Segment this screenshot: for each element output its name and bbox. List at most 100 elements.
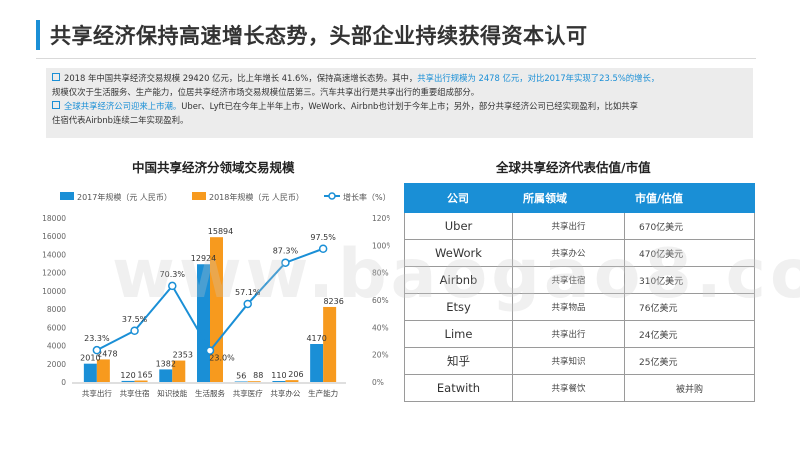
table-row: WeWork 共享办公 470亿美元 xyxy=(404,239,755,267)
company-cell: Lime xyxy=(404,320,513,348)
bar-2018 xyxy=(134,380,148,382)
y-right-tick-label: 60% xyxy=(372,296,389,305)
bar-2017-value-label: 120 xyxy=(120,371,135,380)
y-right-tick-label: 80% xyxy=(372,269,389,278)
company-cell: Airbnb xyxy=(404,266,513,294)
right-table-title: 全球共享经济代表估值/市值 xyxy=(496,160,651,175)
summary-line1-pre: 2018 年中国共享经济交易规模 29420 亿元，比上年增长 41.6%，保持… xyxy=(64,73,418,83)
bar-2018-value-label: 2353 xyxy=(173,351,193,360)
bar-2017 xyxy=(197,264,210,382)
bar-2017 xyxy=(234,381,248,382)
bar-2018-value-label: 88 xyxy=(253,371,263,380)
y-left-tick-label: 10000 xyxy=(42,287,66,296)
y-left-tick-label: 16000 xyxy=(42,232,66,241)
y-left-tick-label: 14000 xyxy=(42,250,66,259)
bar-2017 xyxy=(310,344,324,382)
y-right-tick-label: 20% xyxy=(372,351,389,360)
field-cell: 共享办公 xyxy=(512,239,625,267)
value-cell: 25亿美元 xyxy=(624,347,755,375)
bar-2017-value-label: 4170 xyxy=(306,334,326,343)
summary-line3-highlight: 全球共享经济公司迎来上市潮。 xyxy=(64,101,182,111)
title-accent-bar xyxy=(36,20,40,50)
field-cell: 共享物品 xyxy=(512,293,625,321)
header-field: 所属领域 xyxy=(512,183,625,213)
bar-2018-value-label: 8236 xyxy=(323,297,343,306)
bar-2018-value-label: 165 xyxy=(137,370,152,379)
field-cell: 共享知识 xyxy=(512,347,625,375)
bar-2017 xyxy=(272,380,286,382)
summary-line4: 住宿代表Airbnb连续二年实现盈利。 xyxy=(52,115,189,125)
growth-rate-point xyxy=(205,346,215,355)
valuation-table: 公司 所属领域 市值/估值 Uber 共享出行 670亿美元 WeWork 共享… xyxy=(404,183,755,402)
summary-paragraph-2: 全球共享经济公司迎来上市潮。Uber、Lyft已在今年上半年上市，WeWork、… xyxy=(52,99,747,127)
field-cell: 共享出行 xyxy=(512,320,625,348)
bullet-square-icon xyxy=(52,73,60,81)
value-cell: 310亿美元 xyxy=(624,266,755,294)
summary-paragraph-1: 2018 年中国共享经济交易规模 29420 亿元，比上年增长 41.6%，保持… xyxy=(52,71,747,99)
y-right-tick-label: 100% xyxy=(372,241,390,250)
x-category-label: 共享出行 xyxy=(82,388,112,398)
y-left-tick-label: 4000 xyxy=(47,342,66,351)
growth-rate-label: 97.5% xyxy=(310,233,336,242)
growth-rate-point xyxy=(243,299,252,309)
x-category-label: 共享住宿 xyxy=(120,388,150,398)
bar-2018-value-label: 2478 xyxy=(97,349,117,358)
title-divider xyxy=(36,58,756,59)
x-category-label: 生产能力 xyxy=(308,388,338,398)
growth-rate-label: 23.3% xyxy=(84,334,110,343)
bar-2018 xyxy=(247,381,261,382)
bar-2017-value-label: 56 xyxy=(236,371,246,380)
bar-2018 xyxy=(96,359,110,382)
y-left-tick-label: 12000 xyxy=(42,269,66,278)
table-row: Uber 共享出行 670亿美元 xyxy=(404,212,755,240)
sector-transaction-chart: 2017年规模（元 人民币） 2018年规模（元 人民币） 增长率（%） 0 2000 4… xyxy=(42,192,390,398)
y-left-tick-label: 0 xyxy=(61,378,66,387)
y-left-tick-label: 8000 xyxy=(47,305,66,314)
company-cell: Uber xyxy=(404,212,513,240)
y-left-tick-label: 2000 xyxy=(47,360,66,369)
legend-swatch-2018 xyxy=(192,192,206,200)
bar-2018-value-label: 206 xyxy=(288,370,303,379)
company-cell: 知乎 xyxy=(404,347,513,375)
x-category-label: 生活服务 xyxy=(195,388,225,398)
company-cell: WeWork xyxy=(404,239,513,267)
legend-label-2017: 2017年规模（元 人民币） xyxy=(77,192,172,202)
bar-2017-value-label: 2010 xyxy=(80,354,100,363)
y-right-tick-label: 0% xyxy=(372,378,384,387)
bar-2017 xyxy=(121,380,135,382)
growth-rate-point xyxy=(130,326,139,335)
legend-label-growth: 增长率（%） xyxy=(343,192,390,202)
summary-line3-rest: Uber、Lyft已在今年上半年上市，WeWork、Airbnb也计划于今年上市… xyxy=(181,101,638,111)
value-cell: 470亿美元 xyxy=(624,239,755,267)
valuation-table-header: 公司 所属领域 市值/估值 xyxy=(404,183,755,213)
growth-rate-label: 37.5% xyxy=(122,315,148,324)
bar-2017 xyxy=(83,363,97,382)
table-row: Airbnb 共享住宿 310亿美元 xyxy=(404,266,755,294)
growth-rate-point xyxy=(92,345,102,355)
growth-rate-point xyxy=(281,258,290,267)
summary-line2: 规模仅次于生活服务、生产能力，位居共享经济市场交易规模位居第三。汽车共享出行是共… xyxy=(52,87,480,97)
growth-rate-label: 57.1% xyxy=(235,288,261,297)
growth-rate-point xyxy=(168,281,177,291)
left-chart-title: 中国共享经济分领域交易规模 xyxy=(132,160,295,175)
legend-swatch-2017 xyxy=(60,192,74,200)
bullet-square-icon xyxy=(52,101,60,109)
summary-line1-highlight: 共享出行规模为 2478 亿元，对比2017年实现了23.5%的增长， xyxy=(417,73,660,83)
y-left-tick-label: 18000 xyxy=(42,214,66,223)
y-right-tick-label: 40% xyxy=(372,323,389,332)
growth-rate-label: 23.0% xyxy=(209,354,235,363)
bar-2017-value-label: 110 xyxy=(271,371,286,380)
y-right-tick-label: 120% xyxy=(372,214,390,223)
bar-2018 xyxy=(285,380,299,382)
legend-marker-growth xyxy=(328,192,336,200)
company-cell: Etsy xyxy=(404,293,513,321)
x-category-label: 共享办公 xyxy=(270,388,300,398)
bar-2018-value-label: 15894 xyxy=(208,227,233,236)
table-row: 知乎 共享知识 25亿美元 xyxy=(404,347,755,375)
summary-box: 2018 年中国共享经济交易规模 29420 亿元，比上年增长 41.6%，保持… xyxy=(46,68,753,138)
growth-rate-point xyxy=(318,244,328,253)
x-category-label: 共享医疗 xyxy=(233,388,263,398)
field-cell: 共享住宿 xyxy=(512,266,625,294)
header-value: 市值/估值 xyxy=(624,183,755,213)
value-cell: 76亿美元 xyxy=(624,293,755,321)
